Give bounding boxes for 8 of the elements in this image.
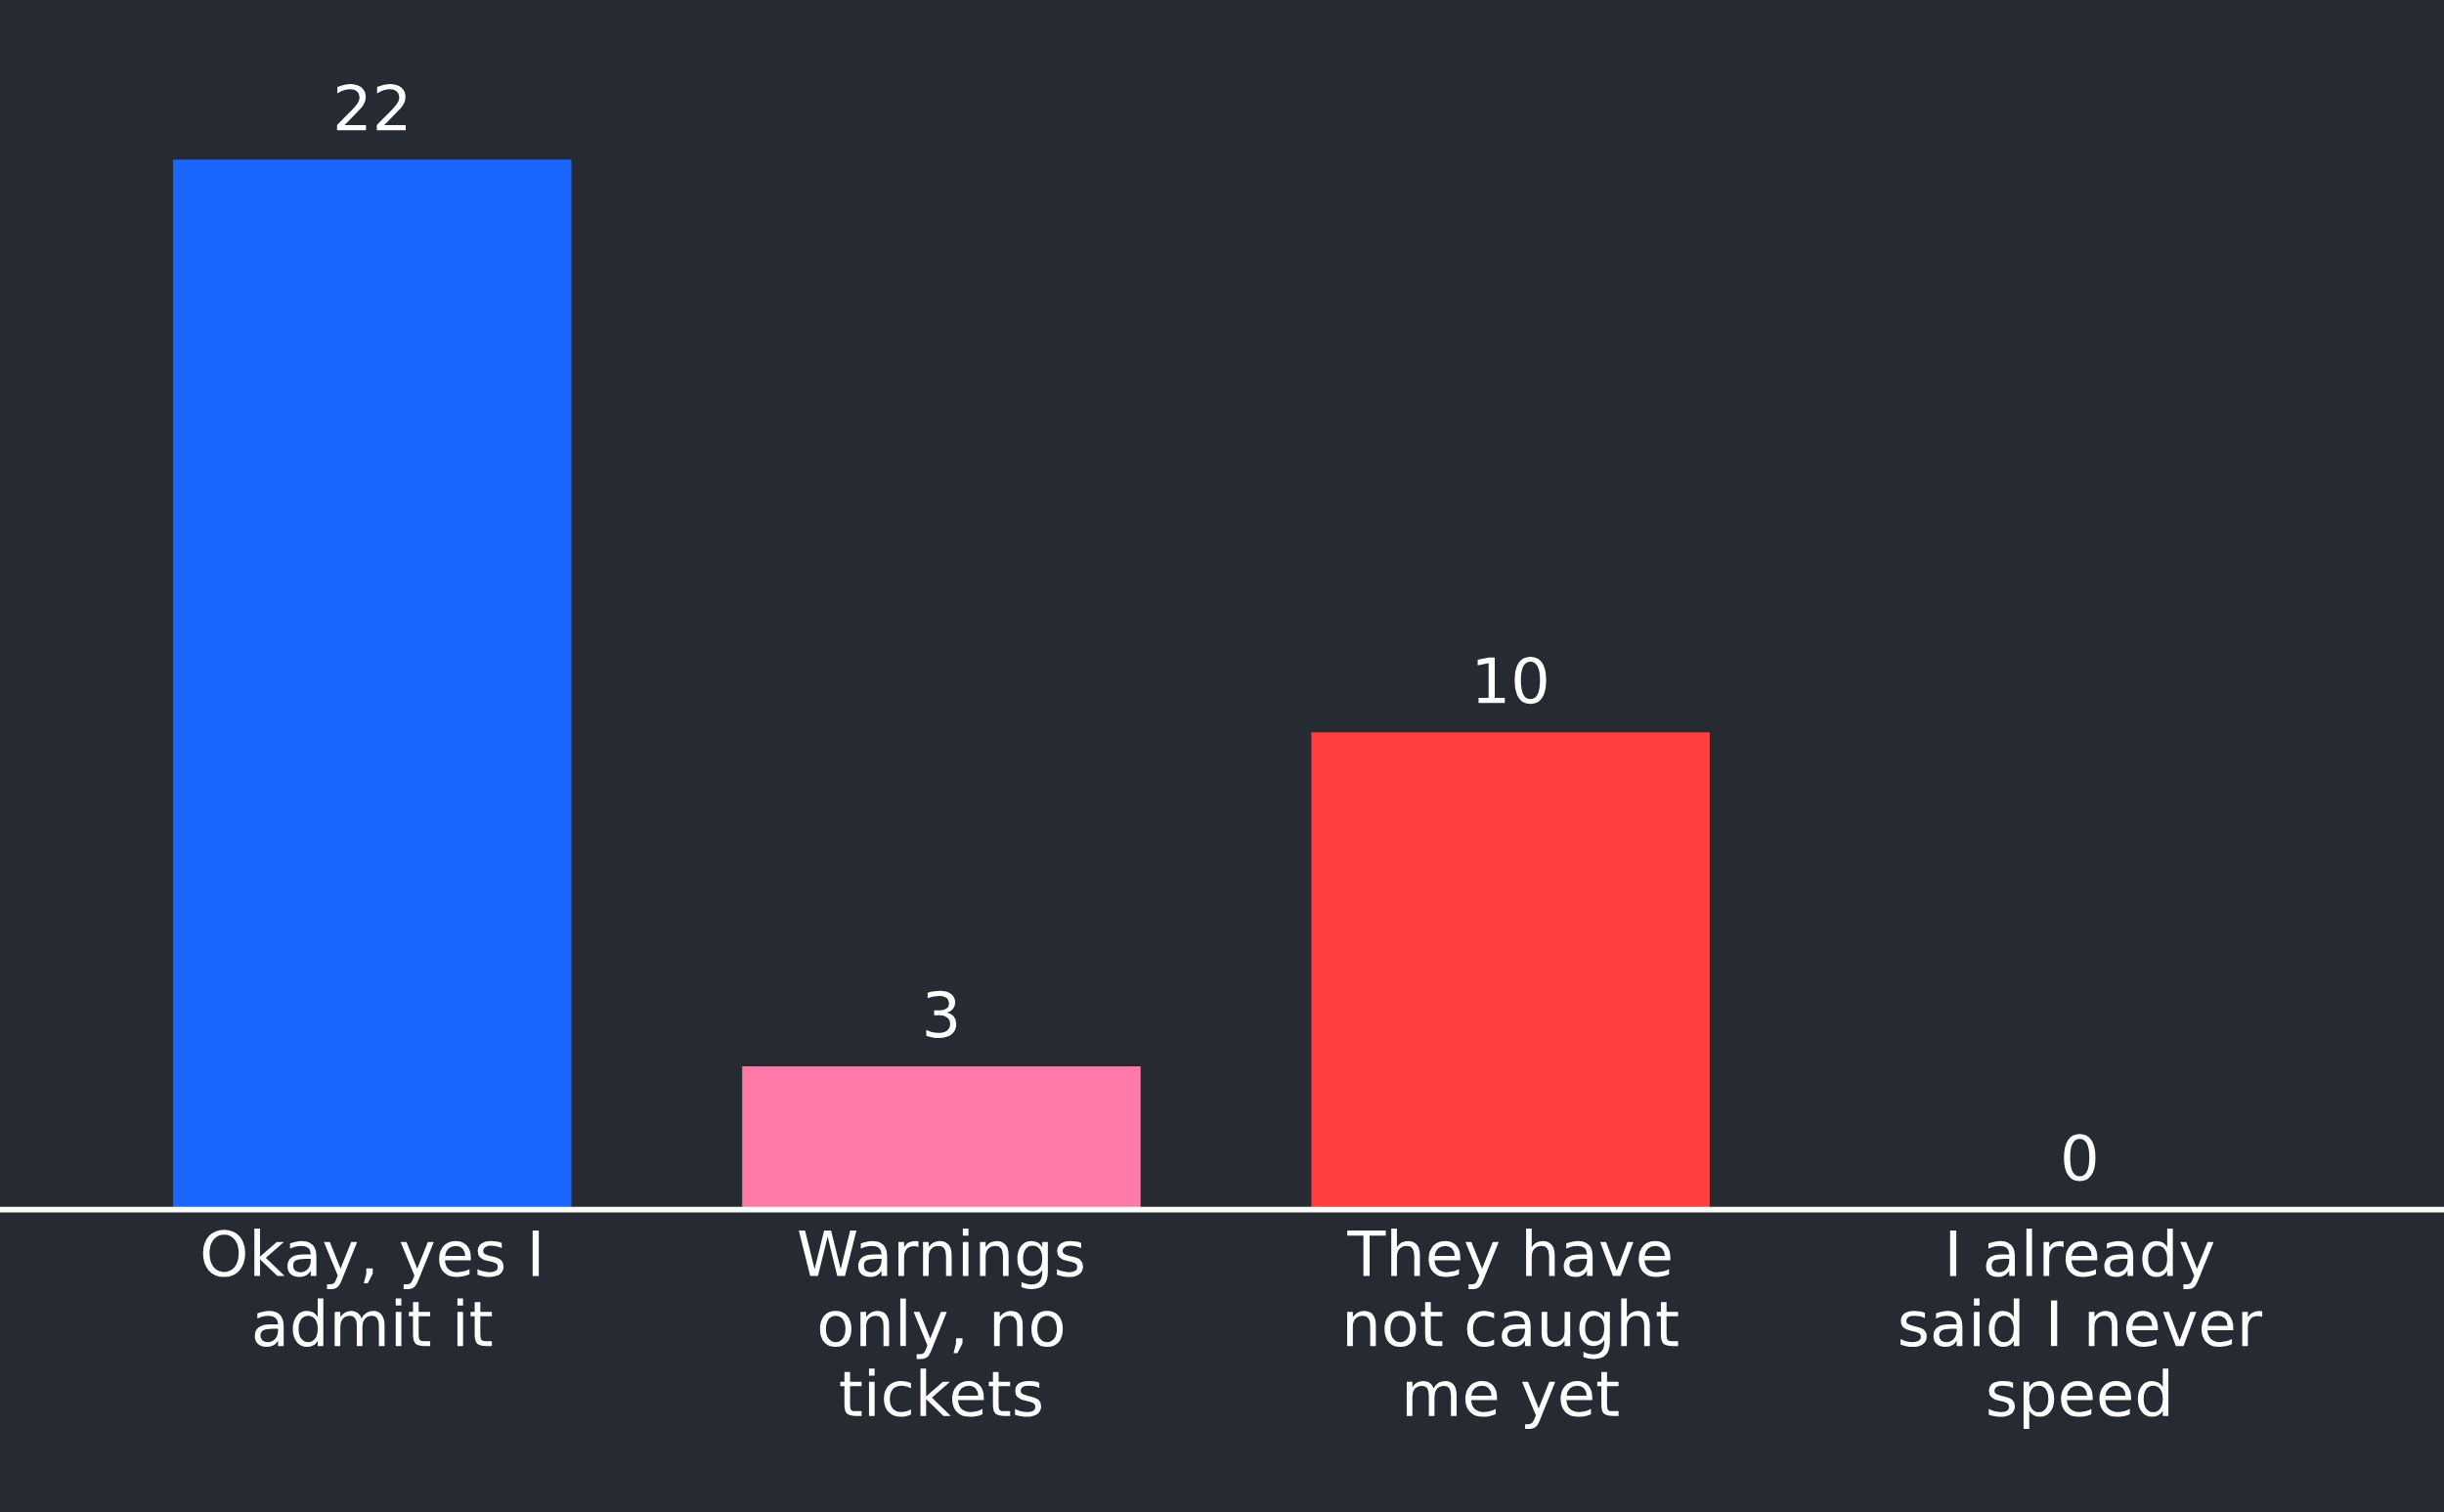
data-label: 22 [336,83,407,131]
x-tick-label: Okay, yes I admit it [202,1229,540,1348]
x-tick-label: They have not caught me yet [1347,1229,1679,1429]
x-tick-label: Warnings only, no tickets [799,1229,1083,1417]
data-label: 0 [2064,1134,2096,1182]
data-label: 10 [1477,656,1547,705]
data-label: 3 [926,990,957,1039]
x-tick-label: I already said I never speed [1900,1229,2263,1429]
